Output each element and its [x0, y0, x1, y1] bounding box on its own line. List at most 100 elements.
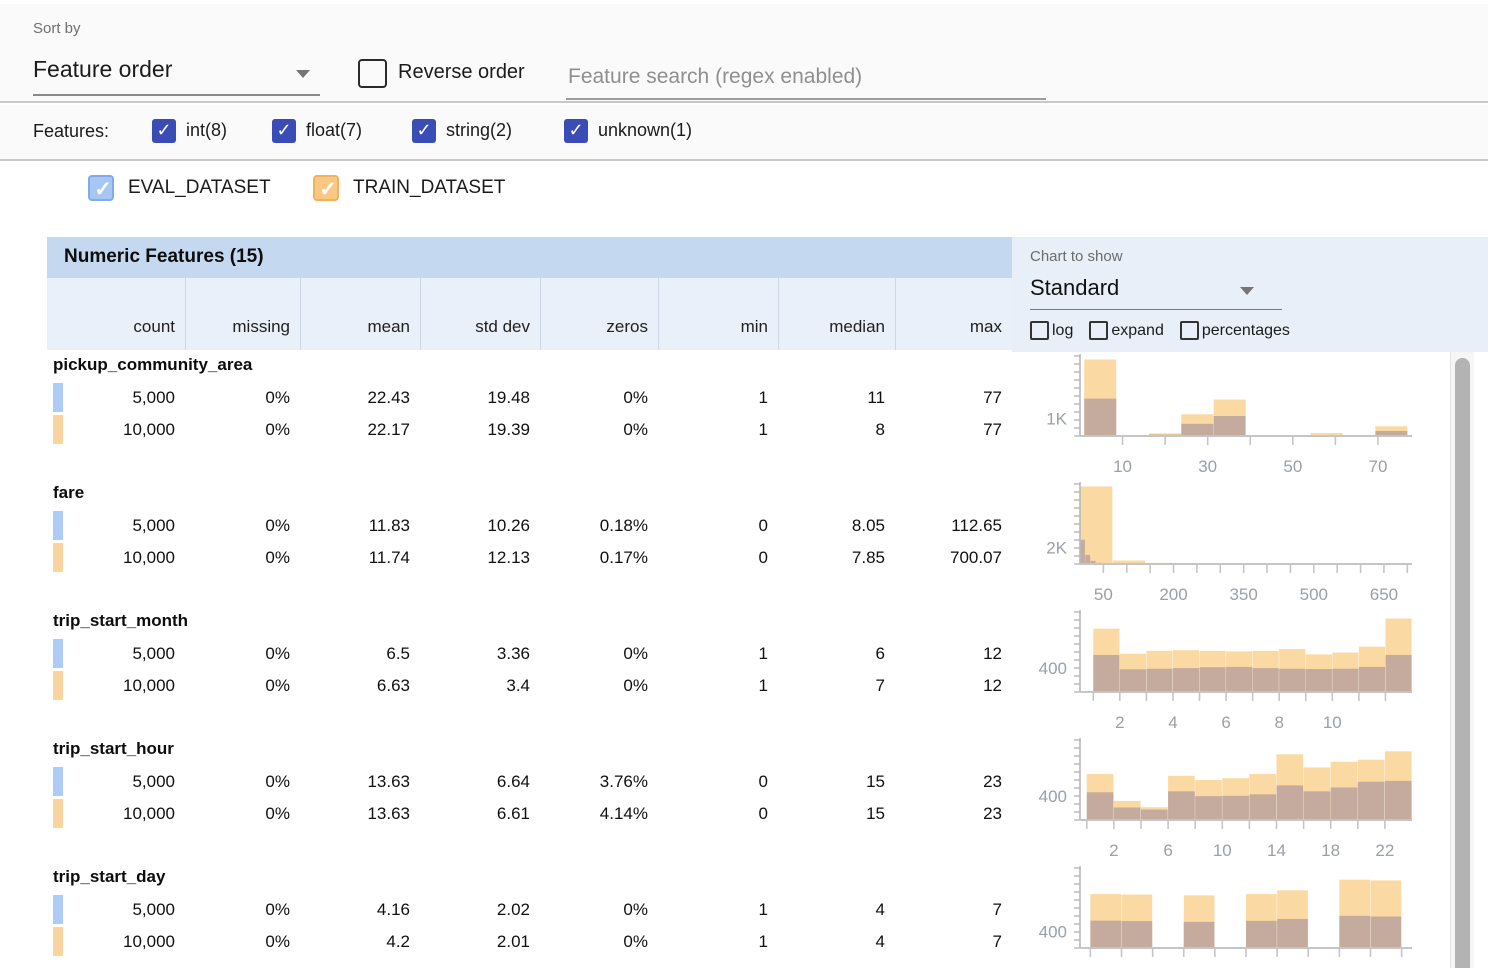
x-axis-tick-label: 6: [1221, 713, 1230, 732]
eval-histogram-bar: [1358, 666, 1386, 692]
column-header-std-dev: std dev: [420, 278, 540, 350]
chevron-down-icon: [1240, 287, 1254, 295]
stat-max: 12: [983, 676, 1002, 695]
stat-zeros: 0%: [623, 900, 648, 919]
dataset-checkbox[interactable]: ✓: [88, 175, 114, 201]
stat-min: 1: [758, 420, 768, 439]
feature-type-checkbox[interactable]: ✓: [272, 119, 296, 143]
stat-max: 12: [983, 644, 1002, 663]
stat-missing: 0%: [265, 388, 290, 407]
stat-min: 1: [758, 900, 768, 919]
histogram-svg: 400: [1039, 866, 1412, 957]
stat-max: 77: [983, 420, 1002, 439]
check-icon: ✓: [94, 178, 112, 201]
stat-std-dev: 2.02: [496, 900, 530, 919]
feature-name: trip_start_month: [53, 611, 189, 630]
y-axis-label: 1K: [1046, 410, 1067, 429]
feature-search-input[interactable]: [566, 54, 1050, 100]
stat-min: 0: [758, 516, 768, 535]
eval-histogram-bar: [1279, 668, 1306, 692]
stat-std-dev: 3.36: [496, 644, 530, 663]
eval-histogram-bar: [1084, 398, 1117, 436]
chart-option-percentages[interactable]: percentages: [1179, 321, 1290, 340]
feature-type-checkbox[interactable]: ✓: [412, 119, 436, 143]
eval-histogram-bar: [1090, 560, 1096, 564]
stat-mean: 13.63: [367, 772, 410, 791]
stats-column-header: count missing mean std dev zeros min median max: [47, 278, 1012, 350]
stat-max: 23: [983, 772, 1002, 791]
feature-type-checkbox[interactable]: ✓: [564, 119, 588, 143]
dataset-label: EVAL_DATASET: [128, 177, 271, 198]
stat-std-dev: 2.01: [496, 932, 530, 951]
feature-type-label: int(8): [186, 120, 228, 140]
chart-option-checkbox[interactable]: [1089, 321, 1109, 340]
stat-missing: 0%: [265, 548, 290, 567]
column-header-max: max: [895, 278, 1012, 350]
chart-option-expand[interactable]: expand: [1089, 321, 1164, 340]
dataset-color-swatch: [53, 543, 63, 572]
chart-option-label: percentages: [1201, 321, 1290, 339]
stat-std-dev: 6.64: [496, 772, 530, 791]
dataset-color-swatch: [53, 671, 63, 700]
check-icon: ✓: [416, 120, 432, 140]
stat-count: 5,000: [132, 772, 175, 791]
feature-type-label: float(7): [306, 120, 363, 140]
stat-median: 15: [866, 772, 885, 791]
stat-median: 4: [875, 900, 885, 919]
eval-histogram-bar: [1085, 554, 1091, 564]
stat-zeros: 4.14%: [599, 804, 648, 823]
dataset-color-swatch: [53, 511, 63, 540]
stat-median: 7: [875, 676, 885, 695]
eval-histogram-bar: [1384, 780, 1412, 820]
stat-max: 7: [992, 900, 1002, 919]
vertical-scrollbar: [1450, 352, 1474, 968]
numeric-features-title: Numeric Features (15): [64, 246, 264, 267]
chart-option-checkbox[interactable]: [1030, 321, 1049, 340]
dataset-color-swatch: [53, 383, 63, 412]
eval-histogram-bar: [1305, 669, 1332, 692]
eval-histogram-bar: [1249, 794, 1277, 820]
x-axis-tick-label: 6: [1163, 841, 1172, 860]
stat-std-dev: 19.48: [487, 388, 530, 407]
eval-histogram-bar: [1119, 669, 1146, 692]
feature-type-checkbox[interactable]: ✓: [152, 119, 176, 143]
sort-order-select[interactable]: Feature order: [33, 48, 320, 96]
dataset-checkbox[interactable]: ✓: [313, 175, 339, 201]
x-axis-tick-label: 4: [1168, 713, 1177, 732]
stat-median: 15: [866, 804, 885, 823]
x-axis-tick-label: 50: [1094, 585, 1113, 604]
eval-histogram-bar: [1090, 920, 1122, 948]
feature-name: trip_start_day: [53, 867, 166, 886]
eval-histogram-bar: [1140, 809, 1168, 820]
check-icon: ✓: [276, 120, 292, 140]
stat-count: 5,000: [132, 388, 175, 407]
stat-min: 1: [758, 644, 768, 663]
chart-option-log[interactable]: log: [1030, 321, 1073, 340]
stat-std-dev: 3.4: [506, 676, 530, 695]
stat-mean: 13.63: [367, 804, 410, 823]
stat-max: 700.07: [950, 548, 1002, 567]
check-icon: ✓: [156, 120, 172, 140]
eval-histogram-bar: [1339, 915, 1371, 948]
stat-zeros: 0%: [623, 644, 648, 663]
chart-option-checkbox[interactable]: [1179, 321, 1199, 340]
stat-std-dev: 19.39: [487, 420, 530, 439]
eval-histogram-bar: [1181, 423, 1214, 436]
feature-block-trip_start_month: trip_start_month 5,000 0% 6.5 3.36 0% 1 6 12 10,0…: [47, 608, 1012, 736]
eval-histogram-bar: [1113, 807, 1141, 820]
stat-mean: 11.83: [368, 516, 410, 535]
stat-max: 7: [992, 932, 1002, 951]
reverse-order-checkbox[interactable]: [358, 59, 387, 88]
eval-histogram-bar: [1172, 668, 1200, 692]
feature-block-trip_start_day: trip_start_day 5,000 0% 4.16 2.02 0% 1 4 7 10,000…: [47, 864, 1012, 968]
eval-histogram-bar: [1195, 796, 1222, 820]
dataset-label: TRAIN_DATASET: [353, 177, 506, 198]
y-axis-label: 400: [1039, 659, 1067, 678]
x-axis-tick-label: 650: [1370, 585, 1398, 604]
x-axis-tick-label: 70: [1368, 457, 1387, 476]
x-axis-tick-label: 18: [1321, 841, 1340, 860]
scrollbar-thumb[interactable]: [1455, 358, 1470, 968]
sort-by-label: Sort by: [33, 20, 81, 37]
chart-type-select[interactable]: Standard: [1030, 273, 1282, 310]
x-axis-tick-label: 8: [1274, 713, 1283, 732]
